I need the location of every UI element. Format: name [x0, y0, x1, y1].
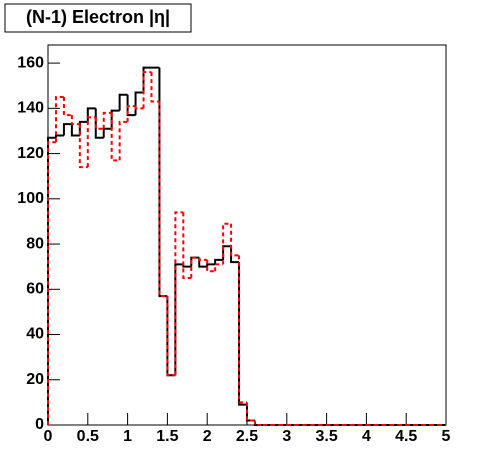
histogram-step: [142, 71, 152, 109]
y-tick-label: 80: [26, 235, 44, 252]
histogram-step: [47, 136, 56, 425]
x-tick-label: 4.5: [395, 428, 417, 445]
histogram-step: [126, 94, 136, 117]
histogram-step: [110, 112, 120, 162]
histogram-step: [158, 101, 168, 298]
histogram-step: [118, 120, 128, 161]
histogram-step: [214, 258, 224, 265]
histogram-step: [70, 124, 80, 137]
x-tick-label: 0: [44, 428, 53, 445]
histogram-step: [238, 255, 247, 404]
histogram-step: [134, 106, 144, 110]
histogram-step: [206, 263, 216, 267]
y-tick-label: 0: [35, 416, 44, 433]
histogram-step: [214, 263, 224, 272]
histogram-step: [246, 402, 255, 422]
histogram-step: [47, 141, 56, 425]
histogram-step: [174, 211, 184, 376]
histogram-step: [166, 296, 176, 377]
histogram-step: [78, 124, 88, 169]
y-tick-label: 100: [17, 190, 44, 207]
histogram-step: [62, 123, 72, 136]
x-tick-label: 1.5: [156, 428, 178, 445]
y-tick-label: 60: [26, 281, 44, 298]
histogram-step: [230, 223, 240, 257]
histogram-step: [62, 97, 72, 117]
x-tick-label: 1: [123, 428, 132, 445]
histogram-step: [206, 259, 216, 273]
y-tick-label: 140: [17, 100, 44, 117]
histogram-step: [54, 134, 64, 138]
x-tick-label: 0.5: [77, 428, 99, 445]
x-tick-label: 2: [203, 428, 212, 445]
histogram-step: [94, 117, 104, 130]
x-tick-label: 3.5: [315, 428, 337, 445]
histogram-step: [118, 93, 128, 111]
histogram-step: [86, 116, 96, 168]
histogram-step: [150, 72, 160, 103]
y-tick-label: 120: [17, 145, 44, 162]
x-tick-label: 4: [362, 428, 371, 445]
y-tick-label: 160: [17, 54, 44, 71]
histogram-step: [253, 420, 263, 426]
histogram-step: [198, 257, 208, 261]
histogram-step: [238, 262, 247, 406]
y-tick-label: 20: [26, 371, 44, 388]
histogram-step: [230, 246, 240, 264]
x-tick-label: 5: [442, 428, 451, 445]
histogram-step: [54, 96, 64, 143]
histogram-step: [70, 115, 80, 126]
y-tick-label: 40: [26, 326, 44, 343]
histogram-step: [102, 111, 112, 129]
chart-title: (N-1) Electron |η|: [26, 7, 170, 27]
histogram-step: [182, 212, 192, 279]
title-box: [4, 3, 192, 33]
histogram-step: [78, 120, 88, 136]
x-tick-label: 3: [282, 428, 291, 445]
x-tick-label: 2.5: [236, 428, 258, 445]
histogram-step: [126, 105, 136, 122]
